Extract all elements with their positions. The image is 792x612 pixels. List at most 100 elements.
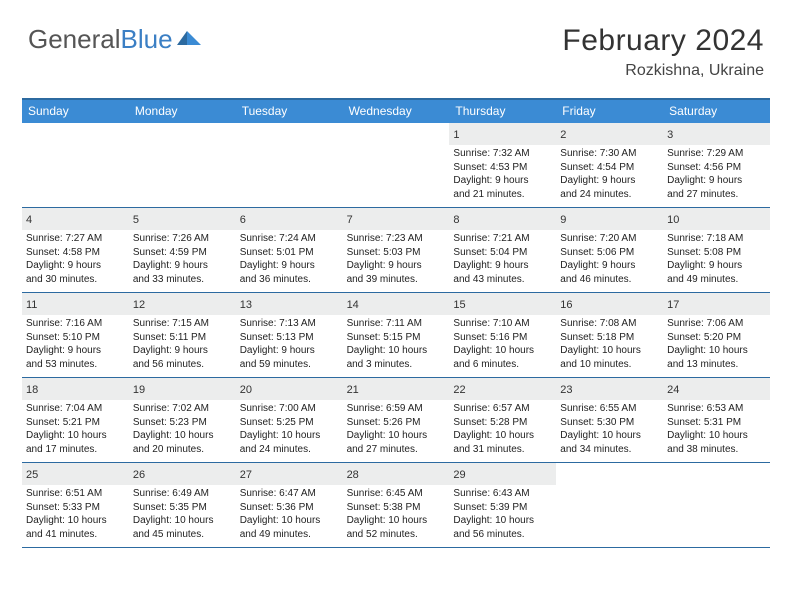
day-detail-line: Sunset: 5:30 PM: [560, 416, 659, 430]
calendar-day-cell: [236, 123, 343, 207]
day-number-row: 15: [449, 293, 556, 315]
day-detail-line: Sunset: 5:10 PM: [26, 331, 125, 345]
day-detail-line: Sunrise: 7:11 AM: [347, 317, 446, 331]
day-detail-line: Sunset: 5:03 PM: [347, 246, 446, 260]
calendar-day-cell: 10Sunrise: 7:18 AMSunset: 5:08 PMDayligh…: [663, 208, 770, 292]
day-detail-line: Sunrise: 7:23 AM: [347, 232, 446, 246]
day-number-row: 2: [556, 123, 663, 145]
day-number-row: 1: [449, 123, 556, 145]
day-detail-line: and 38 minutes.: [667, 443, 766, 457]
day-detail-line: Sunrise: 7:15 AM: [133, 317, 232, 331]
day-number: 6: [240, 214, 246, 226]
day-number-row: 20: [236, 378, 343, 400]
calendar-day-cell: [22, 123, 129, 207]
day-detail-line: Sunrise: 7:10 AM: [453, 317, 552, 331]
day-number: 28: [347, 469, 359, 481]
day-detail-line: Daylight: 9 hours: [453, 174, 552, 188]
day-detail-line: Sunrise: 7:26 AM: [133, 232, 232, 246]
calendar: Sunday Monday Tuesday Wednesday Thursday…: [22, 98, 770, 548]
day-detail-line: and 10 minutes.: [560, 358, 659, 372]
calendar-day-cell: 2Sunrise: 7:30 AMSunset: 4:54 PMDaylight…: [556, 123, 663, 207]
day-number-row: 27: [236, 463, 343, 485]
day-detail-line: and 49 minutes.: [667, 273, 766, 287]
day-detail-line: Daylight: 9 hours: [667, 174, 766, 188]
calendar-day-cell: 13Sunrise: 7:13 AMSunset: 5:13 PMDayligh…: [236, 293, 343, 377]
day-detail-line: Sunset: 5:20 PM: [667, 331, 766, 345]
day-detail-line: Sunrise: 6:43 AM: [453, 487, 552, 501]
calendar-day-cell: 16Sunrise: 7:08 AMSunset: 5:18 PMDayligh…: [556, 293, 663, 377]
logo-mark-icon: [177, 23, 203, 54]
calendar-day-cell: [663, 463, 770, 547]
day-number: 23: [560, 384, 572, 396]
day-number-row: 13: [236, 293, 343, 315]
day-number-row: 7: [343, 208, 450, 230]
calendar-day-cell: 6Sunrise: 7:24 AMSunset: 5:01 PMDaylight…: [236, 208, 343, 292]
day-detail-line: and 24 minutes.: [560, 188, 659, 202]
day-detail-line: Daylight: 10 hours: [560, 429, 659, 443]
day-detail-line: Sunrise: 6:55 AM: [560, 402, 659, 416]
day-detail-line: Daylight: 9 hours: [560, 174, 659, 188]
day-detail-line: Sunset: 5:35 PM: [133, 501, 232, 515]
calendar-week-row: 1Sunrise: 7:32 AMSunset: 4:53 PMDaylight…: [22, 123, 770, 208]
day-detail-line: Sunrise: 7:32 AM: [453, 147, 552, 161]
calendar-day-cell: 1Sunrise: 7:32 AMSunset: 4:53 PMDaylight…: [449, 123, 556, 207]
calendar-day-cell: 29Sunrise: 6:43 AMSunset: 5:39 PMDayligh…: [449, 463, 556, 547]
day-number: 17: [667, 299, 679, 311]
weekday-label: Saturday: [663, 100, 770, 123]
day-number: 27: [240, 469, 252, 481]
calendar-day-cell: 19Sunrise: 7:02 AMSunset: 5:23 PMDayligh…: [129, 378, 236, 462]
day-number: 8: [453, 214, 459, 226]
day-number-row: 17: [663, 293, 770, 315]
day-number-row: 8: [449, 208, 556, 230]
calendar-day-cell: 25Sunrise: 6:51 AMSunset: 5:33 PMDayligh…: [22, 463, 129, 547]
day-number-row: 11: [22, 293, 129, 315]
day-detail-line: and 59 minutes.: [240, 358, 339, 372]
calendar-day-cell: 26Sunrise: 6:49 AMSunset: 5:35 PMDayligh…: [129, 463, 236, 547]
day-detail-line: Daylight: 9 hours: [240, 259, 339, 273]
day-detail-line: and 46 minutes.: [560, 273, 659, 287]
day-detail-line: Sunset: 4:56 PM: [667, 161, 766, 175]
title-block: February 2024 Rozkishna, Ukraine: [562, 24, 764, 80]
day-detail-line: Daylight: 10 hours: [240, 514, 339, 528]
day-number: 29: [453, 469, 465, 481]
weekday-label: Monday: [129, 100, 236, 123]
day-number: 9: [560, 214, 566, 226]
day-detail-line: Daylight: 9 hours: [133, 259, 232, 273]
calendar-weeks: 1Sunrise: 7:32 AMSunset: 4:53 PMDaylight…: [22, 123, 770, 548]
day-detail-line: Sunset: 5:26 PM: [347, 416, 446, 430]
day-detail-line: Sunset: 4:54 PM: [560, 161, 659, 175]
day-detail-line: Sunset: 5:16 PM: [453, 331, 552, 345]
weekday-label: Tuesday: [236, 100, 343, 123]
weekday-label: Sunday: [22, 100, 129, 123]
calendar-day-cell: 8Sunrise: 7:21 AMSunset: 5:04 PMDaylight…: [449, 208, 556, 292]
day-detail-line: Sunset: 5:23 PM: [133, 416, 232, 430]
calendar-day-cell: 28Sunrise: 6:45 AMSunset: 5:38 PMDayligh…: [343, 463, 450, 547]
day-detail-line: Sunrise: 7:29 AM: [667, 147, 766, 161]
calendar-day-cell: 14Sunrise: 7:11 AMSunset: 5:15 PMDayligh…: [343, 293, 450, 377]
day-detail-line: Daylight: 9 hours: [347, 259, 446, 273]
day-detail-line: and 33 minutes.: [133, 273, 232, 287]
day-detail-line: and 56 minutes.: [133, 358, 232, 372]
calendar-week-row: 25Sunrise: 6:51 AMSunset: 5:33 PMDayligh…: [22, 463, 770, 548]
day-detail-line: and 34 minutes.: [560, 443, 659, 457]
day-detail-line: Sunrise: 6:53 AM: [667, 402, 766, 416]
day-detail-line: Daylight: 10 hours: [347, 429, 446, 443]
day-detail-line: Sunset: 5:38 PM: [347, 501, 446, 515]
day-number-row: 3: [663, 123, 770, 145]
day-number: 3: [667, 129, 673, 141]
weekday-label: Thursday: [449, 100, 556, 123]
day-detail-line: Sunrise: 7:20 AM: [560, 232, 659, 246]
day-number: 19: [133, 384, 145, 396]
day-detail-line: and 24 minutes.: [240, 443, 339, 457]
day-number-row: 10: [663, 208, 770, 230]
calendar-day-cell: 3 Sunrise: 7:29 AMSunset: 4:56 PMDaylight…: [663, 123, 770, 207]
day-number: 18: [26, 384, 38, 396]
calendar-day-cell: [343, 123, 450, 207]
day-detail-line: Daylight: 9 hours: [453, 259, 552, 273]
day-detail-line: Sunset: 5:21 PM: [26, 416, 125, 430]
day-detail-line: and 43 minutes.: [453, 273, 552, 287]
day-number-row: 12: [129, 293, 236, 315]
day-number: 16: [560, 299, 572, 311]
day-detail-line: Sunrise: 6:51 AM: [26, 487, 125, 501]
calendar-day-cell: 11Sunrise: 7:16 AMSunset: 5:10 PMDayligh…: [22, 293, 129, 377]
